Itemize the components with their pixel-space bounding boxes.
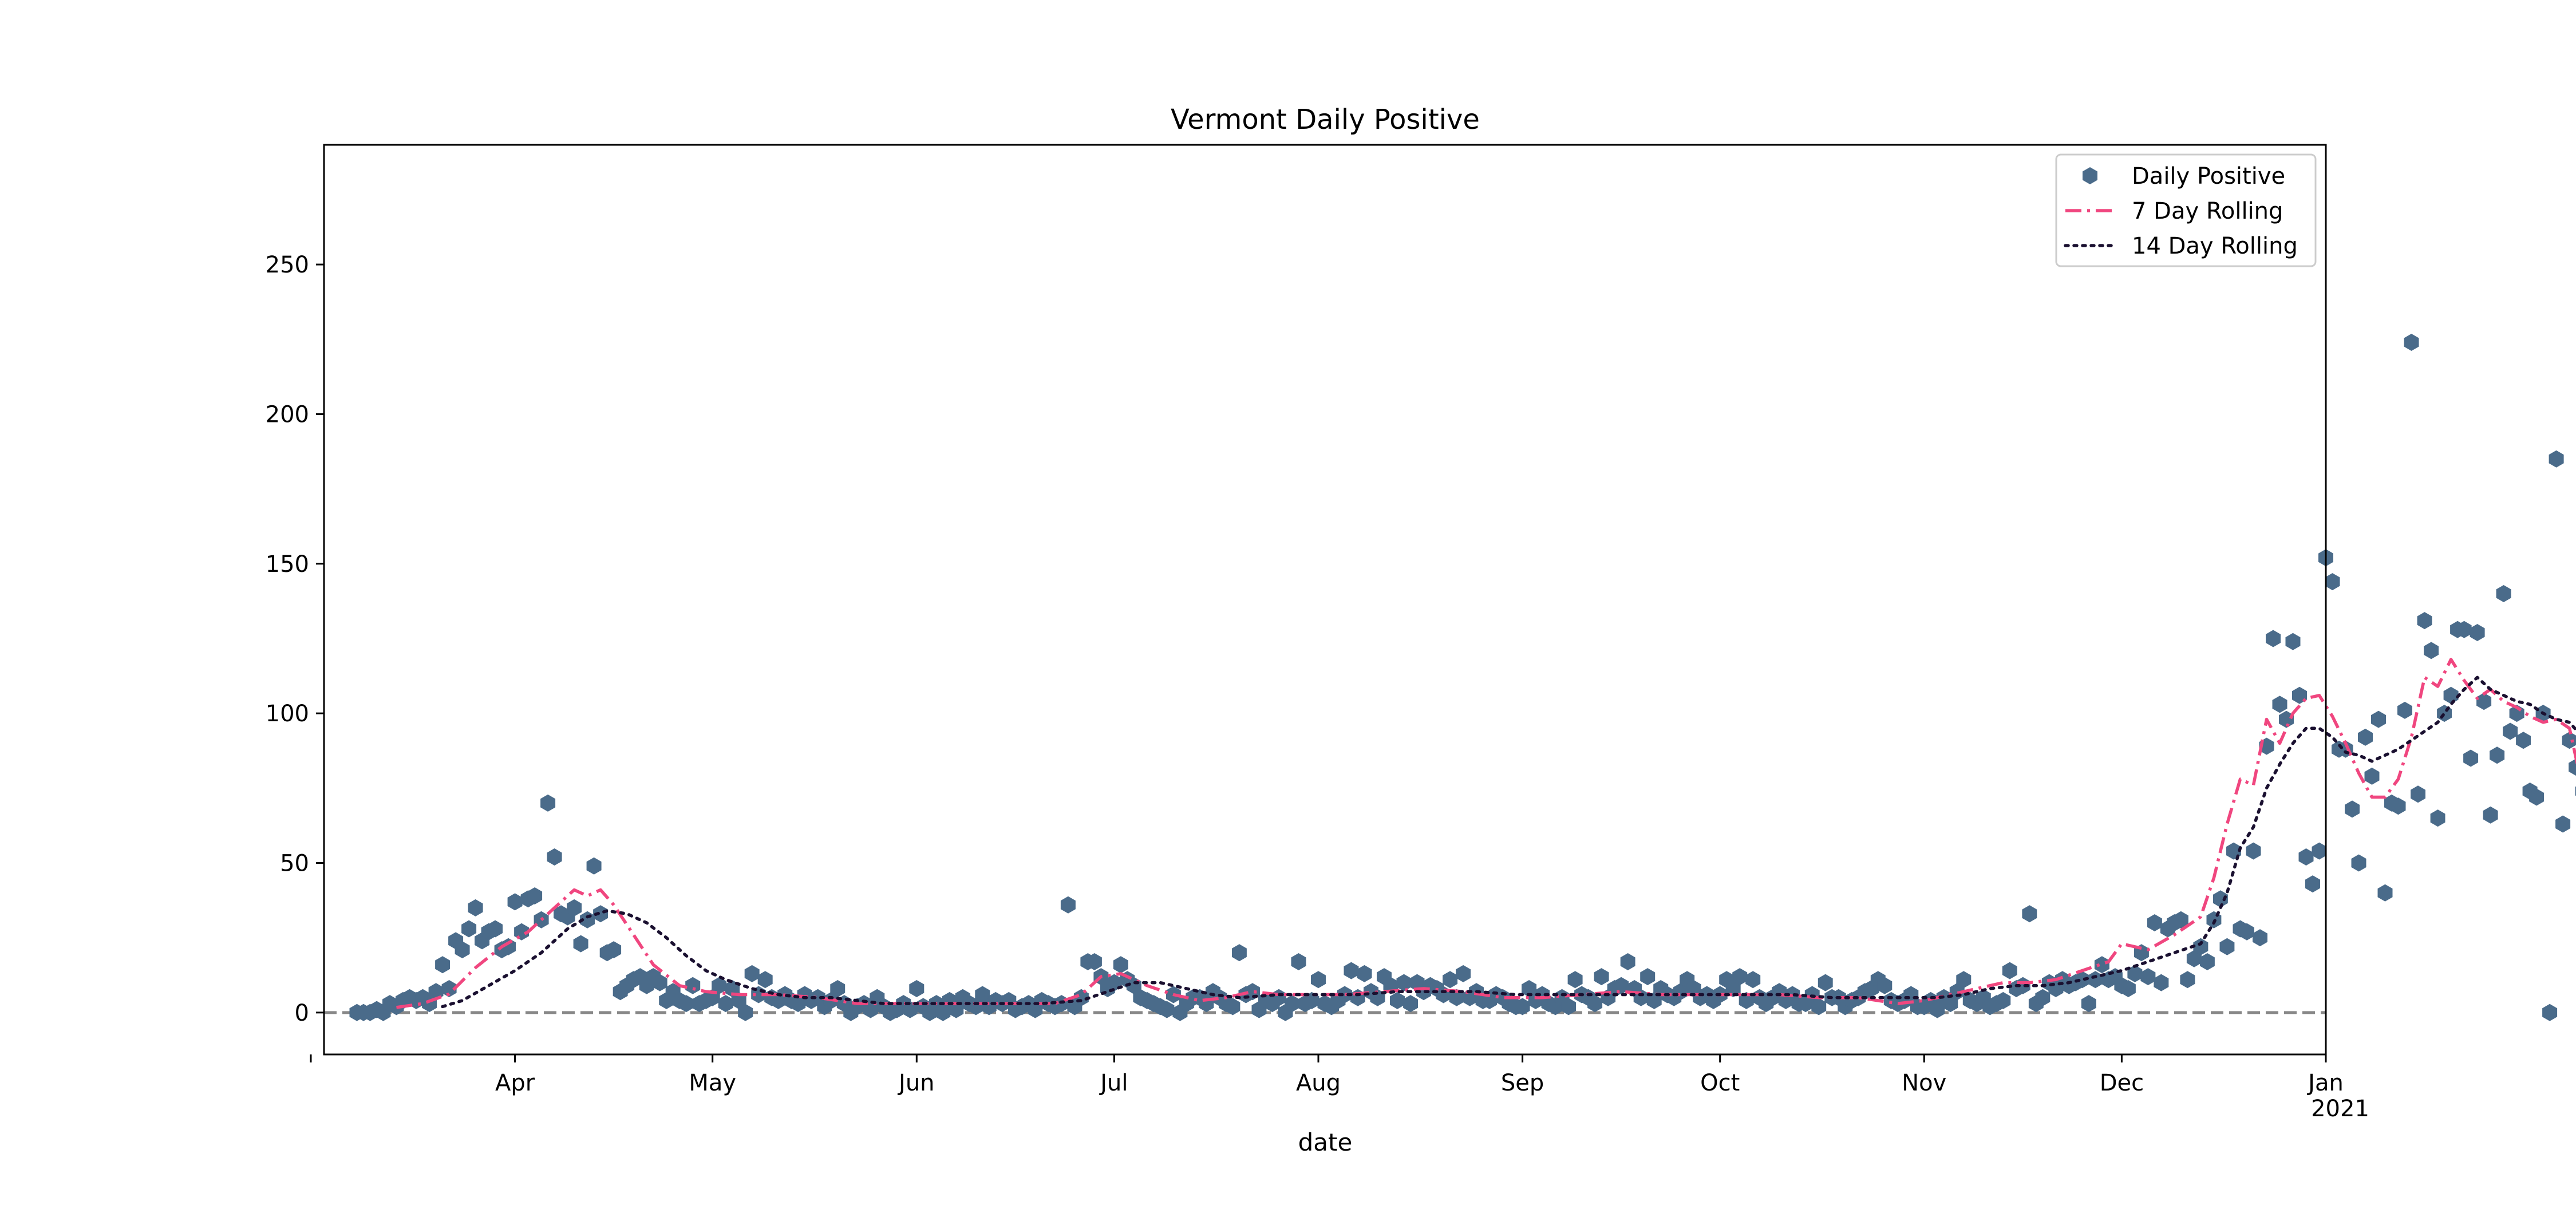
- y-tick-label: 150: [266, 551, 309, 578]
- y-tick-label: 100: [266, 701, 309, 727]
- chart-title: Vermont Daily Positive: [1171, 104, 1480, 136]
- x-tick-label: Nov: [1902, 1070, 1946, 1096]
- legend-label-daily-positive: Daily Positive: [2132, 163, 2285, 189]
- x-tick-label: Aug: [1296, 1070, 1341, 1096]
- x-tick-label: Oct: [1700, 1070, 1740, 1096]
- x-axis-label: date: [1298, 1128, 1353, 1156]
- legend-label-7-day-rolling: 7 Day Rolling: [2132, 198, 2283, 224]
- x-tick-label: Sep: [1501, 1070, 1544, 1096]
- y-tick-label: 50: [280, 850, 309, 876]
- y-tick-label: 200: [266, 401, 309, 428]
- x-tick-sublabel: 2021: [2311, 1096, 2369, 1122]
- x-tick-label: Jul: [1099, 1070, 1128, 1096]
- x-tick-label: Jun: [897, 1070, 935, 1096]
- legend: Daily Positive 7 Day Rolling 14 Day Rollin…: [2056, 155, 2316, 266]
- x-tick-label: Apr: [495, 1070, 535, 1096]
- x-tick-label: Jan: [2306, 1070, 2344, 1096]
- y-tick-label: 0: [295, 1000, 309, 1026]
- y-tick-label: 250: [266, 252, 309, 278]
- x-tick-label: May: [689, 1070, 736, 1096]
- x-tick-label: Dec: [2100, 1070, 2144, 1096]
- legend-label-14-day-rolling: 14 Day Rolling: [2132, 233, 2298, 259]
